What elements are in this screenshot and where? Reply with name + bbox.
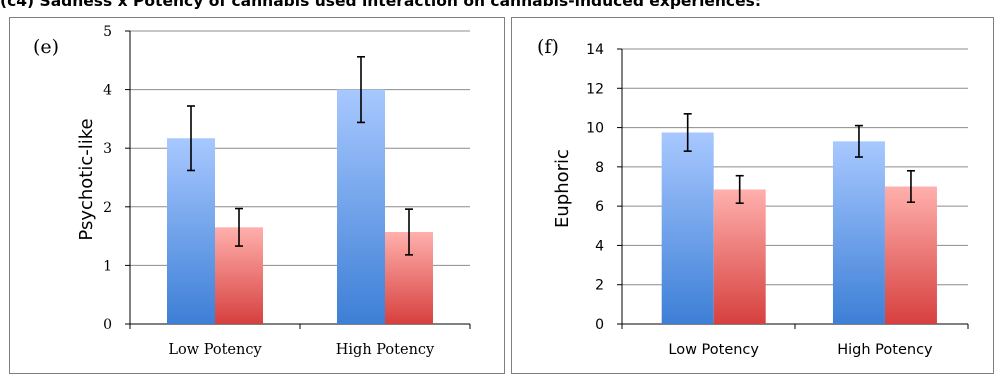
chart-f-category-label: Low Potency (668, 342, 759, 358)
chart-e-ytick-label: 1 (103, 258, 112, 274)
chart-f-ytick-label: 2 (595, 278, 604, 294)
chart-f-ytick-label: 6 (595, 199, 604, 215)
chart-f-panel-label: (f) (537, 36, 559, 58)
chart-f-ytick-label: 4 (595, 238, 604, 254)
chart-e-ytick-label: 0 (103, 317, 112, 333)
chart-f-bar-blue-0 (661, 132, 714, 324)
chart-e-category-label: Low Potency (168, 342, 262, 358)
chart-f-ylabel: Euphoric (552, 149, 573, 228)
chart-e-ytick-label: 3 (103, 141, 112, 157)
chart-f-ytick-label: 12 (586, 81, 604, 97)
chart-f-ytick-label: 14 (586, 42, 604, 58)
chart-e-ytick-label: 5 (103, 24, 112, 40)
chart-e-ytick-label: 2 (103, 200, 112, 216)
chart-f-bar-blue-1 (832, 141, 885, 324)
chart-e-bar-blue-1 (337, 89, 385, 324)
chart-e-ytick-label: 4 (103, 83, 112, 99)
chart-f-category-label: High Potency (837, 342, 933, 358)
chart-f-ytick-label: 0 (595, 317, 604, 333)
chart-e-ylabel: Psychotic-like (76, 118, 97, 240)
chart-e-category-label: High Potency (336, 342, 435, 358)
chart-e-panel-label: (e) (33, 36, 59, 58)
chart-f-ytick-label: 8 (595, 160, 604, 176)
page-heading: (c4) Sadness x Potency of cannabis used … (0, 0, 762, 10)
chart-f-ytick-label: 10 (586, 121, 604, 137)
chart-f-bar-red-0 (713, 189, 766, 324)
chart-f-bar-red-1 (884, 186, 937, 324)
